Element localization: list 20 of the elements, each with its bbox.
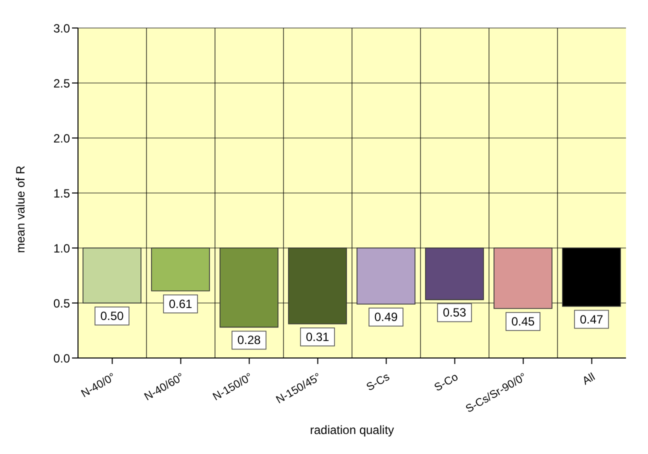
data-label: 0.47 (580, 312, 604, 326)
x-tick-label: S-Cs (364, 370, 392, 394)
data-label: 0.61 (168, 296, 192, 311)
y-tick-label: 1.5 (53, 186, 70, 200)
y-tick-label: 2.5 (53, 76, 70, 90)
data-label: 0.31 (306, 330, 330, 344)
y-axis-title: mean value of R (13, 165, 28, 253)
data-label: 0.50 (100, 309, 124, 323)
y-tick-label: 3.0 (53, 21, 70, 36)
data-label: 0.28 (237, 333, 261, 348)
data-label: 0.45 (511, 314, 535, 328)
x-tick-label: All (580, 371, 598, 388)
data-label: 0.49 (374, 310, 398, 324)
data-label: 0.53 (442, 306, 466, 320)
y-tick-label: 1.0 (53, 241, 70, 256)
y-tick-label: 0.0 (53, 351, 70, 366)
x-axis-title: radiation quality (310, 423, 394, 437)
y-tick-label: 0.5 (53, 296, 70, 310)
x-tick-label: S-Co (432, 371, 460, 394)
y-tick-label: 2.0 (53, 131, 70, 146)
